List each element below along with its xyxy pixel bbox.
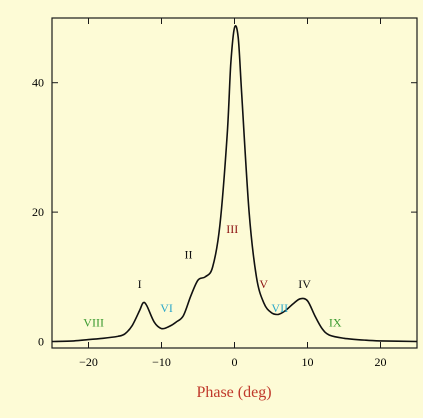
y-tick-label: 40: [32, 76, 44, 90]
y-tick-label: 20: [32, 205, 44, 219]
component-label: II: [185, 248, 193, 262]
x-axis: −20 −10 0 10 20: [79, 18, 387, 369]
x-tick-label: −10: [152, 355, 171, 369]
component-label: V: [259, 277, 268, 291]
plot-frame: [51, 17, 418, 349]
series-line: [51, 25, 418, 343]
x-tick-label: 10: [302, 355, 314, 369]
x-tick-label: −20: [79, 355, 98, 369]
component-label: IV: [298, 277, 311, 291]
component-label: I: [138, 277, 142, 291]
x-tick-label: 0: [232, 355, 238, 369]
y-axis: 0 20 40: [32, 76, 417, 349]
component-label: VI: [160, 301, 173, 315]
component-label: III: [226, 222, 238, 236]
component-label: IX: [329, 316, 342, 330]
component-label: VIII: [83, 316, 104, 330]
x-tick-label: 20: [375, 355, 387, 369]
component-label: VII: [271, 301, 288, 315]
y-tick-label: 0: [38, 335, 44, 349]
x-axis-label: Phase (deg): [196, 384, 271, 401]
